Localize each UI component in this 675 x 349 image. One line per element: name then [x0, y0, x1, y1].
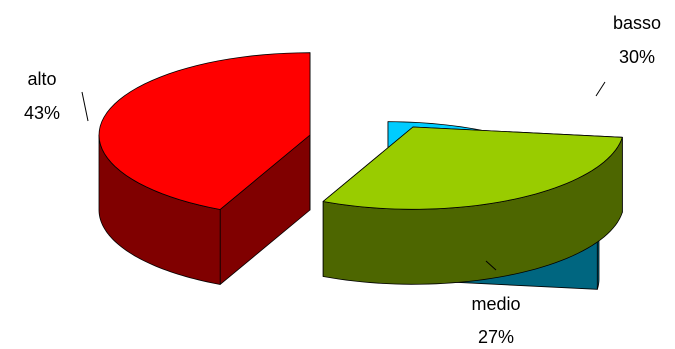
slice-top-basso: [322, 126, 623, 210]
slice-value-basso: 30%: [619, 47, 655, 67]
slice-top-alto: [98, 52, 311, 210]
slice-label-medio: medio: [471, 294, 520, 314]
leader-line-alto: [81, 91, 89, 122]
leader-line-basso: [595, 81, 606, 97]
slice-label-alto: alto: [27, 69, 56, 89]
slice-value-alto: 43%: [24, 103, 60, 123]
slice-value-medio: 27%: [478, 327, 514, 347]
pie-slice-basso: [322, 126, 623, 285]
slice-label-basso: basso: [613, 13, 661, 33]
leader-line-medio: [485, 260, 497, 271]
pie-slice-alto: [98, 52, 311, 285]
